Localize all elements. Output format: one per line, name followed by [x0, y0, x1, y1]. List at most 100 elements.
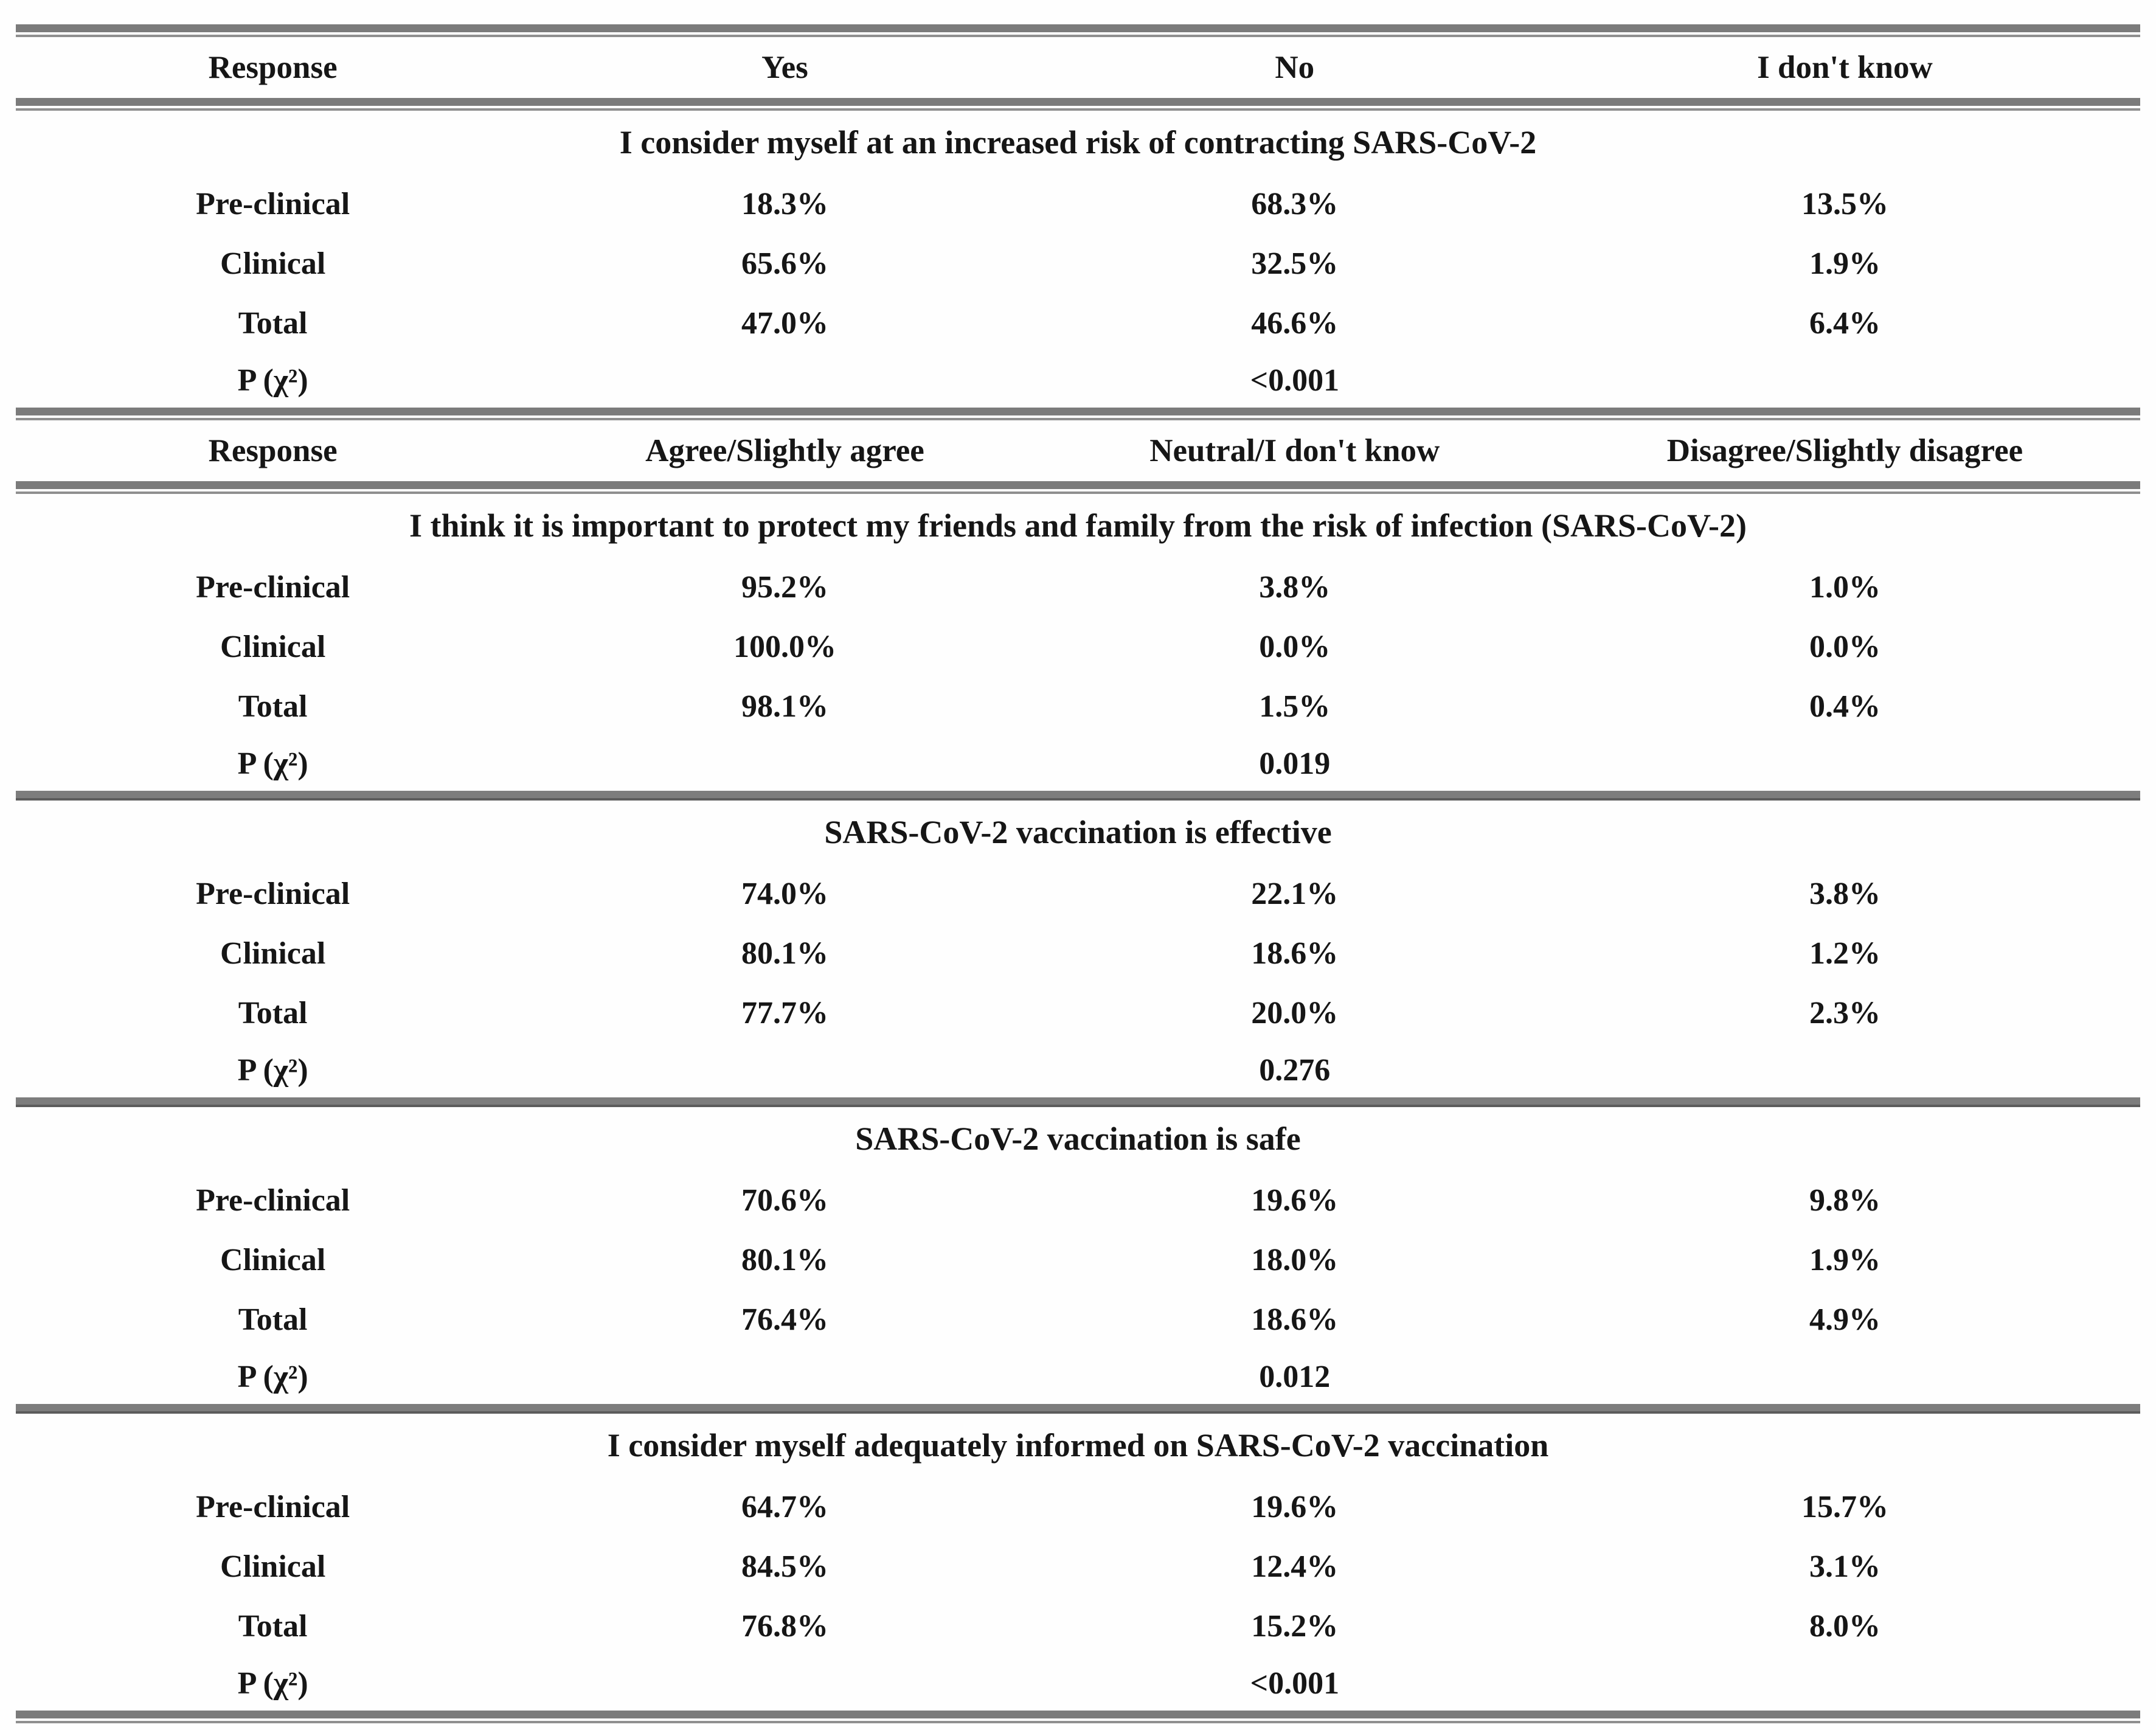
cell-value: 3.8% — [1809, 876, 1880, 911]
header-row-yes-no: Response Yes No I don't know — [16, 37, 2140, 98]
p-chi-square-row: P (χ²) 0.276 — [16, 1043, 2140, 1097]
cell-value: 68.3% — [1251, 186, 1339, 221]
cell-value: 15.7% — [1801, 1489, 1888, 1524]
table-row-total: Total 76.4% 18.6% 4.9% — [16, 1290, 2140, 1349]
row-label: Pre-clinical — [196, 186, 350, 221]
p-chi-square-label: P (χ²) — [237, 363, 308, 398]
cell-value: 18.0% — [1251, 1242, 1339, 1277]
cell-value: 13.5% — [1801, 186, 1888, 221]
p-chi-square-label: P (χ²) — [237, 1359, 308, 1394]
cell-value: 65.6% — [741, 246, 828, 281]
cell-value: 12.4% — [1251, 1549, 1339, 1584]
table-row-clinical: Clinical 100.0% 0.0% 0.0% — [16, 617, 2140, 676]
row-label: Total — [238, 1302, 308, 1337]
rule-table-top — [16, 24, 2140, 37]
cell-value: 6.4% — [1809, 305, 1880, 341]
row-label: Pre-clinical — [196, 1183, 350, 1218]
rule-below-header-2 — [16, 481, 2140, 494]
cell-value: 98.1% — [741, 689, 828, 724]
cell-value: 80.1% — [741, 936, 828, 971]
column-header-response: Response — [208, 50, 338, 85]
row-label: Clinical — [220, 246, 326, 281]
cell-value: 70.6% — [741, 1183, 828, 1218]
cell-value: 15.2% — [1251, 1608, 1339, 1644]
cell-value: 3.8% — [1259, 569, 1331, 605]
p-chi-square-label: P (χ²) — [237, 1666, 308, 1701]
cell-value: 32.5% — [1251, 246, 1339, 281]
table-row-preclinical: Pre-clinical 70.6% 19.6% 9.8% — [16, 1170, 2140, 1230]
column-header-neutral: Neutral/I don't know — [1149, 433, 1440, 468]
cell-value: 84.5% — [741, 1549, 828, 1584]
table-row-preclinical: Pre-clinical 18.3% 68.3% 13.5% — [16, 174, 2140, 234]
table-row-clinical: Clinical 65.6% 32.5% 1.9% — [16, 234, 2140, 293]
p-value: 0.019 — [1259, 746, 1331, 781]
column-header-disagree: Disagree/Slightly disagree — [1666, 433, 2023, 468]
row-label: Clinical — [220, 1549, 326, 1584]
p-chi-square-label: P (χ²) — [237, 746, 308, 781]
p-chi-square-row: P (χ²) <0.001 — [16, 353, 2140, 408]
table-row-preclinical: Pre-clinical 64.7% 19.6% 15.7% — [16, 1477, 2140, 1537]
cell-value: 18.6% — [1251, 1302, 1339, 1337]
rule-table-bottom — [16, 1711, 2140, 1723]
cell-value: 3.1% — [1809, 1549, 1880, 1584]
cell-value: 64.7% — [741, 1489, 828, 1524]
section-title-increased-risk: I consider myself at an increased risk o… — [619, 124, 1537, 161]
table-row-total: Total 77.7% 20.0% 2.3% — [16, 983, 2140, 1043]
cell-value: 1.9% — [1809, 246, 1880, 281]
cell-value: 74.0% — [741, 876, 828, 911]
cell-value: 80.1% — [741, 1242, 828, 1277]
table-row-preclinical: Pre-clinical 74.0% 22.1% 3.8% — [16, 864, 2140, 923]
rule-above-header-2 — [16, 408, 2140, 420]
cell-value: 46.6% — [1251, 305, 1339, 341]
row-label: Total — [238, 995, 308, 1030]
row-label: Total — [238, 1608, 308, 1644]
row-label: Total — [238, 305, 308, 341]
header-row-agree-disagree: Response Agree/Slightly agree Neutral/I … — [16, 420, 2140, 481]
p-value: 0.276 — [1259, 1052, 1331, 1088]
column-header-i-dont-know: I don't know — [1757, 50, 1933, 85]
cell-value: 0.0% — [1809, 629, 1880, 664]
cell-value: 77.7% — [741, 995, 828, 1030]
p-chi-square-row: P (χ²) 0.019 — [16, 736, 2140, 791]
section-title-protect-friends-family: I think it is important to protect my fr… — [409, 507, 1747, 544]
cell-value: 76.8% — [741, 1608, 828, 1644]
cell-value: 47.0% — [741, 305, 828, 341]
row-label: Clinical — [220, 1242, 326, 1277]
cell-value: 76.4% — [741, 1302, 828, 1337]
row-label: Pre-clinical — [196, 569, 350, 605]
section-title-vaccination-effective: SARS-CoV-2 vaccination is effective — [824, 814, 1332, 850]
column-header-no: No — [1275, 50, 1315, 85]
cell-value: 9.8% — [1809, 1183, 1880, 1218]
cell-value: 100.0% — [733, 629, 836, 664]
table-row-preclinical: Pre-clinical 95.2% 3.8% 1.0% — [16, 557, 2140, 617]
cell-value: 22.1% — [1251, 876, 1339, 911]
cell-value: 0.0% — [1259, 629, 1331, 664]
cell-value: 1.2% — [1809, 936, 1880, 971]
section-title-vaccination-safe: SARS-CoV-2 vaccination is safe — [855, 1120, 1301, 1157]
row-label: Pre-clinical — [196, 1489, 350, 1524]
table-row-clinical: Clinical 80.1% 18.0% 1.9% — [16, 1230, 2140, 1290]
rule-section-divider — [16, 791, 2140, 801]
table-row-clinical: Clinical 80.1% 18.6% 1.2% — [16, 923, 2140, 983]
rule-below-header-1 — [16, 98, 2140, 111]
row-label: Pre-clinical — [196, 876, 350, 911]
p-chi-square-label: P (χ²) — [237, 1052, 308, 1088]
cell-value: 1.0% — [1809, 569, 1880, 605]
cell-value: 18.6% — [1251, 936, 1339, 971]
p-chi-square-row: P (χ²) 0.012 — [16, 1349, 2140, 1404]
cell-value: 2.3% — [1809, 995, 1880, 1030]
section-title-adequately-informed: I consider myself adequately informed on… — [607, 1427, 1549, 1464]
p-value: <0.001 — [1250, 363, 1340, 398]
column-header-yes: Yes — [761, 50, 808, 85]
table-row-total: Total 47.0% 46.6% 6.4% — [16, 293, 2140, 353]
table-row-total: Total 76.8% 15.2% 8.0% — [16, 1596, 2140, 1656]
row-label: Clinical — [220, 936, 326, 971]
rule-section-divider — [16, 1097, 2140, 1107]
cell-value: 8.0% — [1809, 1608, 1880, 1644]
cell-value: 1.5% — [1259, 689, 1331, 724]
p-value: <0.001 — [1250, 1666, 1340, 1701]
cell-value: 19.6% — [1251, 1489, 1339, 1524]
table-row-clinical: Clinical 84.5% 12.4% 3.1% — [16, 1537, 2140, 1596]
rule-section-divider — [16, 1404, 2140, 1414]
